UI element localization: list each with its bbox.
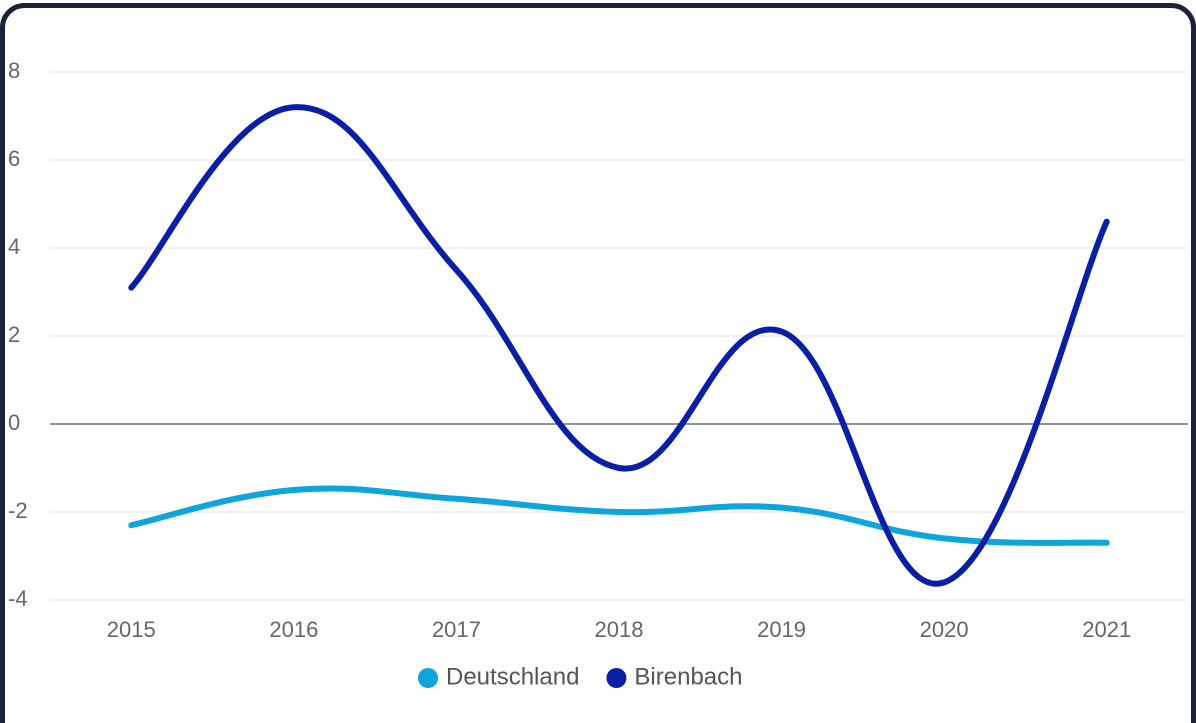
y-tick-label: 2 <box>8 322 20 347</box>
x-tick-label: 2019 <box>757 617 806 642</box>
y-tick-label: 4 <box>8 234 20 259</box>
x-tick-label: 2017 <box>432 617 481 642</box>
legend-marker <box>606 668 627 688</box>
y-tick-label: -2 <box>8 498 28 523</box>
legend-label: Deutschland <box>446 663 579 690</box>
frame <box>0 3 1196 723</box>
x-tick-label: 2021 <box>1082 617 1131 642</box>
x-tick-label: 2015 <box>107 617 156 642</box>
x-tick-label: 2020 <box>920 617 969 642</box>
y-tick-label: -4 <box>8 586 28 611</box>
x-tick-label: 2018 <box>595 617 644 642</box>
y-tick-label: 6 <box>8 146 20 171</box>
y-tick-label: 8 <box>8 58 20 83</box>
legend-marker <box>418 668 438 688</box>
series-line <box>128 485 1110 546</box>
x-tick-label: 2016 <box>269 617 318 642</box>
series-line <box>128 104 1110 587</box>
legend-label: Birenbach <box>634 663 742 690</box>
y-tick-label: 0 <box>8 410 20 435</box>
